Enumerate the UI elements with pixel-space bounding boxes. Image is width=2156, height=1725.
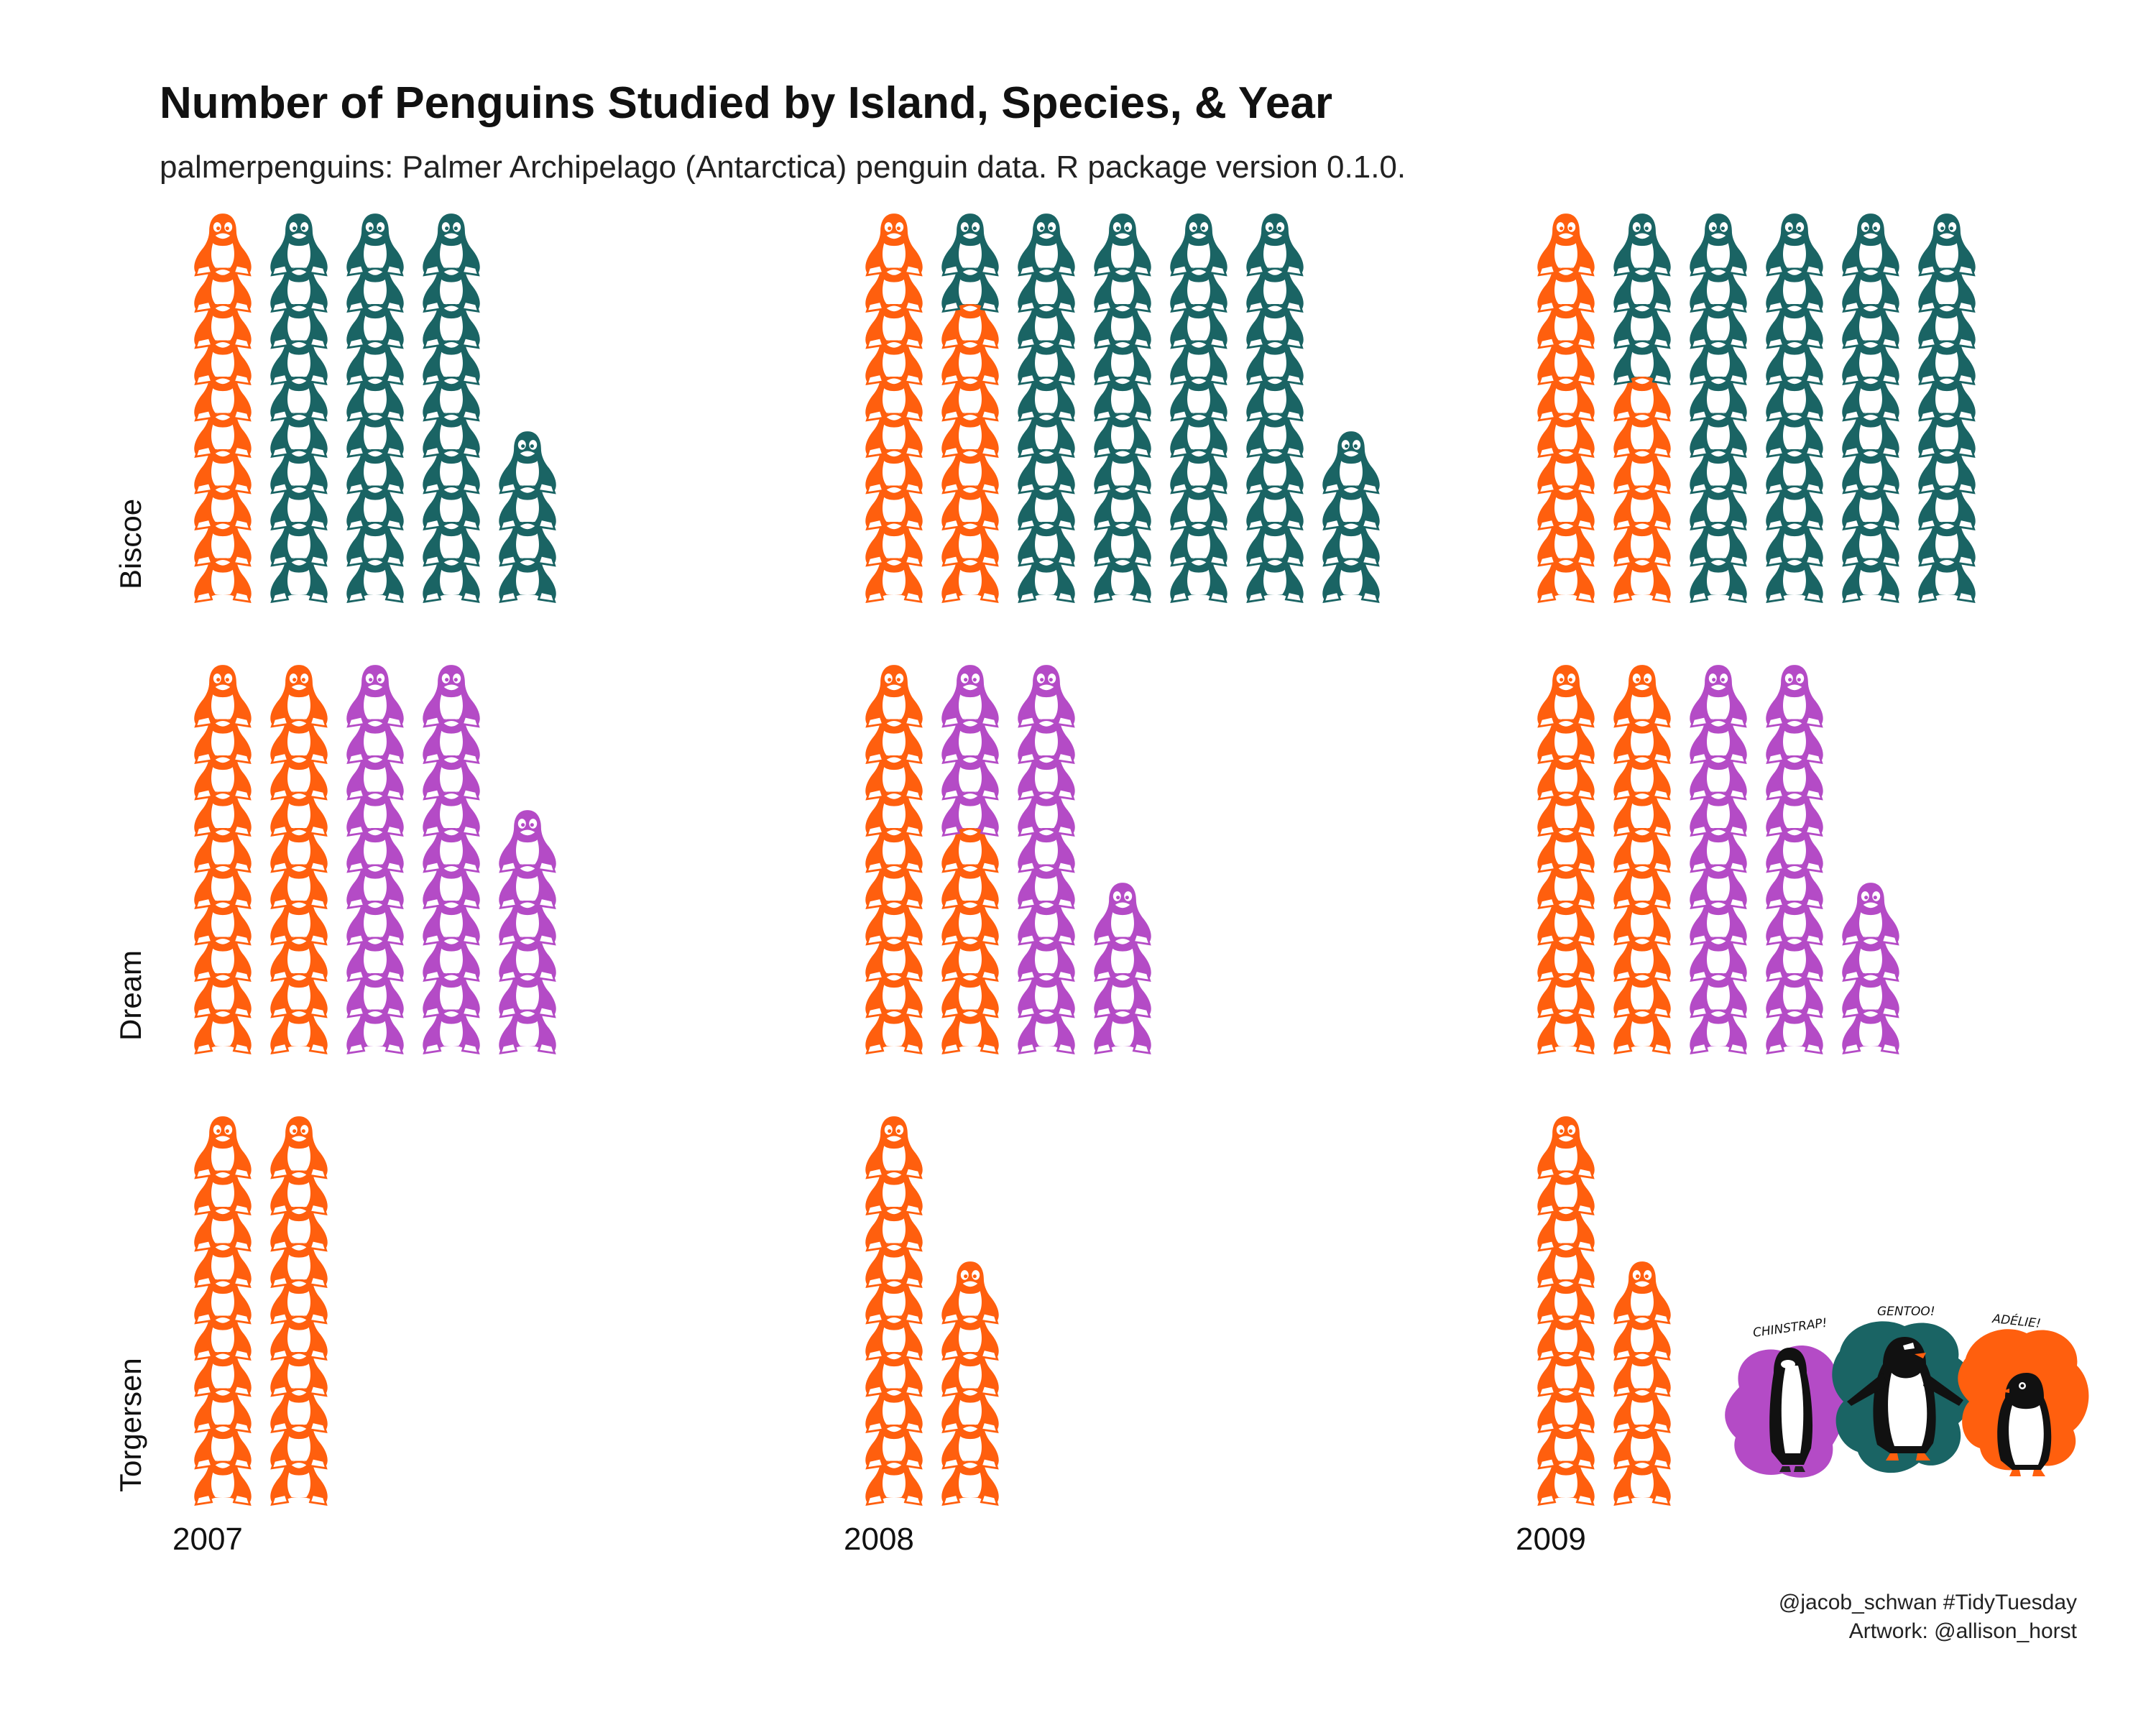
penguin-icon-adelie [864,212,924,277]
penguin-icon-adelie [269,663,329,728]
penguin-icon-adelie [1536,663,1596,728]
penguin-icon-chinstrap [1092,881,1153,946]
penguin-icon-adelie [864,663,924,728]
penguin-icon-gentoo [1688,212,1749,277]
artwork-label-gentoo: GENTOO! [1877,1305,1935,1319]
penguin-icon-gentoo [1321,430,1381,494]
year-label-2009: 2009 [1516,1522,1586,1557]
penguin-icon-gentoo [497,430,558,494]
penguin-icon-chinstrap [497,809,558,873]
chart-title: Number of Penguins Studied by Island, Sp… [160,78,1332,128]
penguin-icon-adelie [864,1115,924,1179]
penguin-icon-gentoo [940,212,1000,277]
penguin-icon-adelie [940,1260,1000,1325]
penguin-icon-chinstrap [421,663,482,728]
penguin-icon-chinstrap [345,663,405,728]
artwork-label-chinstrap: CHINSTRAP! [1752,1316,1828,1340]
penguin-icon-chinstrap [1016,663,1077,728]
caption-artwork-credit: Artwork: @allison_horst [1848,1619,2077,1643]
penguin-icon-chinstrap [1688,663,1749,728]
penguin-icon-adelie [1536,1115,1596,1179]
chart-subtitle: palmerpenguins: Palmer Archipelago (Anta… [160,150,1406,185]
penguin-icon-gentoo [269,212,329,277]
penguin-icon-gentoo [1092,212,1153,277]
penguin-icon-gentoo [1764,212,1825,277]
penguin-icon-gentoo [1169,212,1229,277]
penguin-icon-chinstrap [1764,663,1825,728]
year-label-2008: 2008 [844,1522,914,1557]
island-label-torgersen: Torgersen [114,1358,147,1492]
penguin-icon-gentoo [1917,212,1977,277]
artwork-label-adelie: ADÉLIE! [1991,1310,2041,1331]
penguin-icon-adelie [1612,1260,1672,1325]
penguin-trio-illustration: CHINSTRAP! GENTOO! ADÉLIE! [1725,1305,2089,1478]
penguin-icon-gentoo [1612,212,1672,277]
island-label-biscoe: Biscoe [114,499,147,589]
penguin-icon-chinstrap [940,663,1000,728]
chart-caption: @jacob_schwan #TidyTuesday Artwork: @all… [1779,1588,2077,1646]
penguin-icon-chinstrap [1841,881,1901,946]
caption-author: @jacob_schwan #TidyTuesday [1778,1591,2077,1614]
island-label-dream: Dream [114,950,147,1041]
penguin-icon-adelie [193,1115,253,1179]
penguin-icon-adelie [269,1115,329,1179]
penguin-icon-adelie [1536,212,1596,277]
penguin-icon-adelie [1612,663,1672,728]
year-label-2007: 2007 [172,1522,243,1557]
penguin-icon-adelie [193,212,253,277]
penguin-icon-gentoo [345,212,405,277]
penguin-icon-gentoo [1016,212,1077,277]
penguin-icon-adelie [193,663,253,728]
penguin-icon-gentoo [1245,212,1305,277]
penguin-icon-gentoo [1841,212,1901,277]
penguin-icon-gentoo [421,212,482,277]
